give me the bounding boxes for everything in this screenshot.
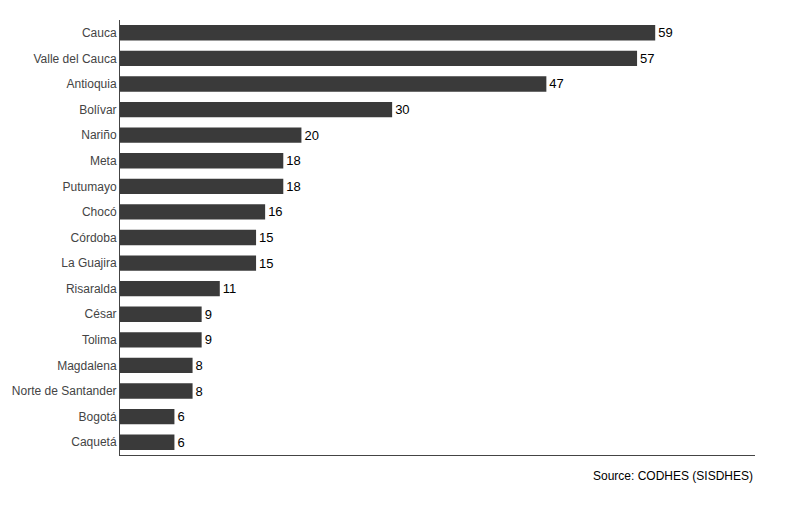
svg-text:Nariño: Nariño xyxy=(81,128,117,142)
svg-text:Antioquia: Antioquia xyxy=(67,77,117,91)
svg-text:Chocó: Chocó xyxy=(82,205,117,219)
svg-text:Source: CODHES (SISDHES): Source: CODHES (SISDHES) xyxy=(593,469,753,483)
svg-text:18: 18 xyxy=(286,153,300,168)
svg-text:6: 6 xyxy=(177,435,184,450)
svg-text:59: 59 xyxy=(658,25,672,40)
svg-text:Valle del Cauca: Valle del Cauca xyxy=(33,52,116,66)
svg-text:11: 11 xyxy=(223,281,237,296)
svg-text:47: 47 xyxy=(549,76,563,91)
svg-text:Bogotá: Bogotá xyxy=(79,410,117,424)
svg-text:30: 30 xyxy=(395,102,409,117)
svg-text:9: 9 xyxy=(205,332,212,347)
svg-text:57: 57 xyxy=(640,51,654,66)
svg-text:16: 16 xyxy=(268,204,282,219)
svg-text:15: 15 xyxy=(259,256,273,271)
svg-text:Caquetá: Caquetá xyxy=(71,435,117,449)
svg-text:Putumayo: Putumayo xyxy=(63,180,117,194)
svg-text:Córdoba: Córdoba xyxy=(71,231,117,245)
svg-text:Magdalena: Magdalena xyxy=(57,359,117,373)
svg-text:18: 18 xyxy=(286,179,300,194)
svg-text:Bolívar: Bolívar xyxy=(79,103,116,117)
svg-text:8: 8 xyxy=(196,358,203,373)
svg-text:6: 6 xyxy=(177,409,184,424)
svg-text:Cauca: Cauca xyxy=(82,26,117,40)
svg-text:9: 9 xyxy=(205,307,212,322)
svg-text:Tolima: Tolima xyxy=(82,333,117,347)
svg-text:15: 15 xyxy=(259,230,273,245)
svg-text:Risaralda: Risaralda xyxy=(66,282,117,296)
svg-text:César: César xyxy=(85,307,117,321)
svg-text:La Guajira: La Guajira xyxy=(61,256,117,270)
svg-text:20: 20 xyxy=(304,128,318,143)
svg-text:Norte de Santander: Norte de Santander xyxy=(12,384,117,398)
svg-text:8: 8 xyxy=(196,384,203,399)
svg-text:Meta: Meta xyxy=(90,154,117,168)
